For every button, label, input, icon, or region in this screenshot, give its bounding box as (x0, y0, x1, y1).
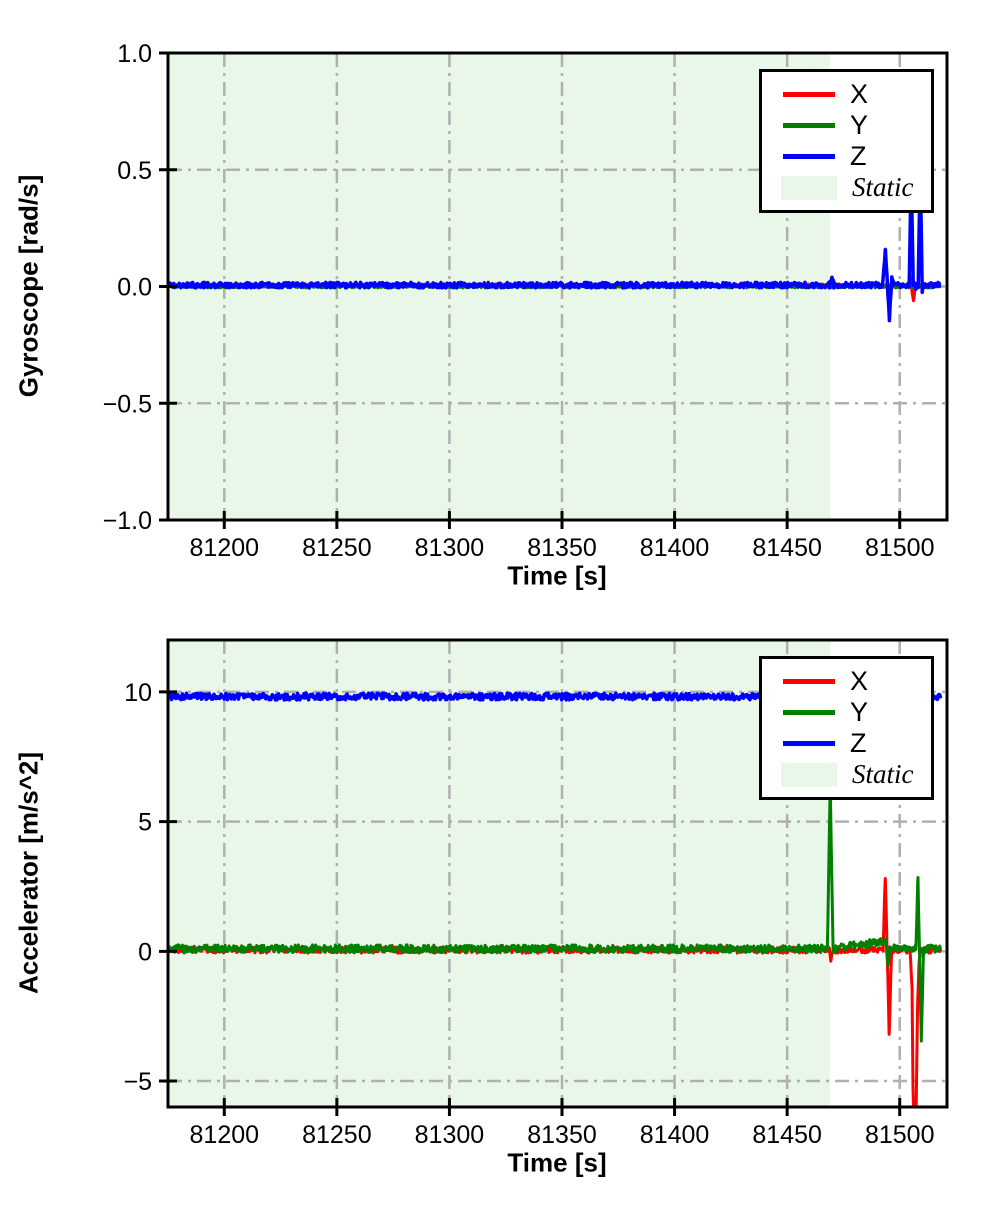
legend-label: Y (850, 697, 869, 727)
y-tick-label: −5 (123, 1068, 152, 1096)
legend-label: Z (850, 728, 867, 758)
gyroscope-y-axis-label: Gyroscope [rad/s] (13, 174, 44, 398)
legend-row-static: Static (762, 172, 931, 203)
x-tick-label: 81400 (640, 1121, 710, 1149)
static-region (168, 640, 830, 1107)
y-tick-label: −1.0 (103, 507, 152, 535)
legend-label: Y (850, 110, 869, 140)
accelerator-y-axis-label: Accelerator [m/s^2] (13, 751, 44, 995)
x-tick-label: 81500 (865, 1121, 935, 1149)
y-tick-label: 1.0 (117, 40, 152, 68)
legend-row-x: X (762, 666, 931, 697)
x-tick-label: 81400 (640, 534, 710, 562)
x-tick-label: 81450 (752, 534, 822, 562)
gyroscope-legend: X Y Z Static (759, 69, 934, 213)
legend-label: X (850, 79, 869, 109)
x-tick-label: 81350 (527, 1121, 597, 1149)
legend-patch-swatch (781, 175, 837, 200)
x-tick-label: 81250 (302, 534, 372, 562)
legend-row-z: Z (762, 728, 931, 759)
legend-label: Z (850, 141, 867, 171)
gyroscope-x-axis-label: Time [s] (507, 560, 607, 591)
legend-line-swatch (783, 92, 835, 97)
legend-row-x: X (762, 79, 931, 110)
x-tick-label: 81300 (415, 1121, 485, 1149)
y-tick-label: 0 (138, 938, 152, 966)
legend-row-y: Y (762, 697, 931, 728)
accelerator-legend: X Y Z Static (759, 656, 934, 800)
x-tick-label: 81500 (865, 534, 935, 562)
legend-label: X (850, 666, 869, 696)
x-tick-label: 81450 (752, 1121, 822, 1149)
legend-row-static: Static (762, 759, 931, 790)
y-tick-label: 0.0 (117, 274, 152, 302)
x-tick-label: 81250 (302, 1121, 372, 1149)
legend-label: Static (852, 172, 914, 202)
accelerator-x-axis-label: Time [s] (507, 1147, 607, 1178)
axes-spines (166, 638, 949, 1109)
legend-patch-swatch (781, 762, 837, 787)
x-tick-label: 81200 (190, 534, 260, 562)
legend-line-swatch (783, 154, 835, 159)
legend-line-swatch (783, 710, 835, 715)
x-tick-label: 81200 (190, 1121, 260, 1149)
legend-row-z: Z (762, 141, 931, 172)
x-tick-label: 81300 (415, 534, 485, 562)
series-line-Z (168, 164, 942, 323)
x-tick-label: 81350 (527, 534, 597, 562)
series-line-Y (168, 784, 943, 1043)
y-tick-label: 10 (124, 679, 152, 707)
legend-label: Static (852, 759, 914, 789)
legend-row-y: Y (762, 110, 931, 141)
legend-line-swatch (783, 123, 835, 128)
legend-line-swatch (783, 679, 835, 684)
y-tick-label: −0.5 (103, 390, 152, 418)
legend-line-swatch (783, 741, 835, 746)
y-tick-label: 5 (138, 809, 152, 837)
y-tick-label: 0.5 (117, 157, 152, 185)
